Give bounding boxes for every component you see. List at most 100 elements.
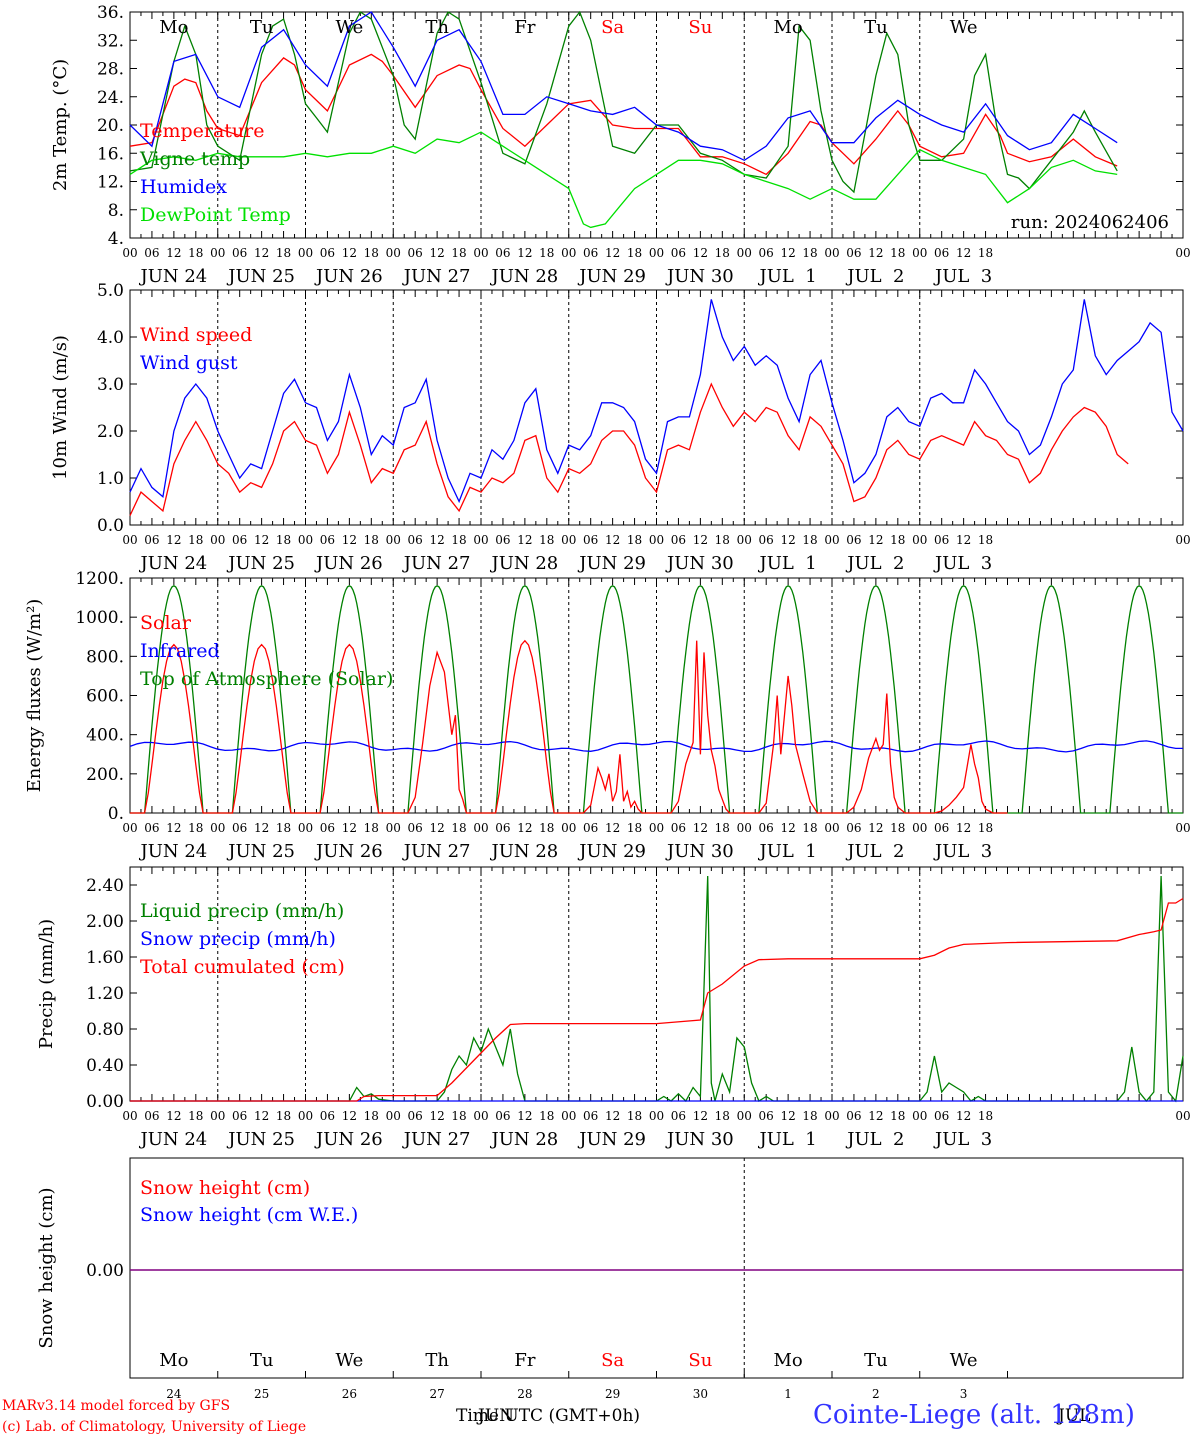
- hour-tick-label: 12: [166, 533, 181, 547]
- hour-tick-label: 18: [276, 246, 291, 260]
- hour-tick-label: 18: [539, 1109, 554, 1123]
- hour-tick-label: 18: [451, 246, 466, 260]
- hour-tick-label: 18: [715, 1109, 730, 1123]
- hour-tick-label: 18: [978, 246, 993, 260]
- date-label: JUL 1: [758, 1129, 817, 1150]
- series-vigne-temp: [129, 10, 1118, 194]
- hour-tick-label: 00: [210, 1109, 225, 1123]
- date-label: JUN 30: [665, 553, 734, 574]
- weekday-label: Fr: [514, 1350, 535, 1371]
- date-label: JUN 29: [577, 841, 646, 862]
- hour-tick-label: 18: [715, 533, 730, 547]
- hour-tick-label: 00: [649, 246, 664, 260]
- hour-tick-label: 12: [605, 533, 620, 547]
- date-label: JUN 27: [402, 1129, 471, 1150]
- y-tick-label: 16.: [97, 144, 124, 164]
- series-humidex: [129, 11, 1118, 162]
- weekday-label: Mo: [773, 1350, 802, 1371]
- hour-tick-label: 00: [386, 246, 401, 260]
- legend-solar: Solar: [140, 612, 192, 634]
- legend-snow-height-cm-w-e-: Snow height (cm W.E.): [140, 1204, 358, 1226]
- y-tick-label: 1000.: [75, 608, 124, 628]
- date-label: JUL 2: [845, 1129, 904, 1150]
- hour-tick-label: 06: [144, 533, 159, 547]
- hour-tick-label: 06: [583, 821, 598, 835]
- hour-tick-label: 18: [978, 1109, 993, 1123]
- hour-tick-label: 12: [254, 533, 269, 547]
- hour-tick-label: 12: [517, 821, 532, 835]
- hour-tick-label: 00: [824, 1109, 839, 1123]
- hour-tick-label: 06: [495, 821, 510, 835]
- hour-tick-label: 18: [890, 821, 905, 835]
- weekday-label: We: [336, 17, 364, 38]
- hour-tick-label: 06: [759, 533, 774, 547]
- weekday-label: Su: [688, 1350, 712, 1371]
- hour-tick-label: 12: [166, 246, 181, 260]
- y-tick-label: 3.0: [97, 375, 124, 395]
- weekday-label: We: [950, 17, 978, 38]
- series-wind-speed: [129, 382, 1129, 516]
- date-label: JUL 3: [933, 266, 992, 287]
- weekday-label: We: [950, 1350, 978, 1371]
- hour-tick-label: 06: [408, 821, 423, 835]
- hour-tick-label: 12: [517, 246, 532, 260]
- hour-tick-label: 06: [495, 246, 510, 260]
- date-label: JUN 30: [665, 841, 734, 862]
- weekday-label: Tu: [864, 17, 888, 38]
- hour-tick-label: 18: [451, 533, 466, 547]
- hour-tick-label: 06: [583, 533, 598, 547]
- hour-tick-label: 00: [737, 821, 752, 835]
- y-tick-label: 8.: [108, 201, 124, 221]
- legend-dewpoint-temp: DewPoint Temp: [140, 204, 291, 226]
- y-axis-label: 2m Temp. (°C): [50, 59, 71, 191]
- hour-tick-label: 18: [627, 533, 642, 547]
- hour-tick-label: 06: [144, 821, 159, 835]
- date-label: JUN 30: [665, 266, 734, 287]
- hour-tick-label: 18: [188, 821, 203, 835]
- hour-tick-label: 12: [166, 821, 181, 835]
- hour-tick-label: 06: [144, 1109, 159, 1123]
- y-tick-label: 1.0: [97, 469, 124, 489]
- hour-tick-label: 12: [342, 533, 357, 547]
- hour-tick-label: 06: [759, 1109, 774, 1123]
- hour-tick-label: 00: [1175, 533, 1190, 547]
- hour-tick-label: 18: [364, 821, 379, 835]
- hour-tick-label: 06: [934, 821, 949, 835]
- y-tick-label: 28.: [97, 60, 124, 80]
- y-tick-label: 5.0: [97, 281, 124, 301]
- hour-tick-label: 00: [737, 246, 752, 260]
- hour-tick-label: 00: [912, 1109, 927, 1123]
- day-number-label: 29: [605, 1387, 620, 1401]
- hour-tick-label: 12: [780, 1109, 795, 1123]
- date-label: JUN 24: [138, 266, 207, 287]
- weekday-label: Su: [688, 17, 712, 38]
- hour-tick-label: 06: [408, 533, 423, 547]
- hour-tick-label: 12: [780, 821, 795, 835]
- hour-tick-label: 00: [561, 246, 576, 260]
- y-tick-label: 200.: [86, 765, 124, 785]
- y-axis-label: 10m Wind (m/s): [50, 335, 71, 480]
- hour-tick-label: 12: [693, 821, 708, 835]
- hour-tick-label: 06: [934, 533, 949, 547]
- legend-vigne-temp: Vigne temp: [139, 148, 250, 170]
- hour-tick-label: 12: [956, 246, 971, 260]
- hour-tick-label: 00: [912, 821, 927, 835]
- date-label: JUN 27: [402, 841, 471, 862]
- hour-tick-label: 12: [254, 821, 269, 835]
- hour-tick-label: 06: [846, 533, 861, 547]
- hour-tick-label: 12: [956, 1109, 971, 1123]
- hour-tick-label: 00: [386, 1109, 401, 1123]
- legend-wind-gust: Wind gust: [140, 352, 238, 374]
- hour-tick-label: 06: [583, 1109, 598, 1123]
- day-number-label: 25: [254, 1387, 269, 1401]
- hour-tick-label: 00: [649, 821, 664, 835]
- hour-tick-label: 18: [539, 533, 554, 547]
- hour-tick-label: 06: [671, 821, 686, 835]
- hour-tick-label: 06: [495, 1109, 510, 1123]
- hour-tick-label: 00: [298, 533, 313, 547]
- date-label: JUN 28: [489, 1129, 558, 1150]
- legend-infrared: Infrared: [140, 640, 220, 662]
- weekday-label: Th: [425, 1350, 449, 1371]
- hour-tick-label: 06: [671, 1109, 686, 1123]
